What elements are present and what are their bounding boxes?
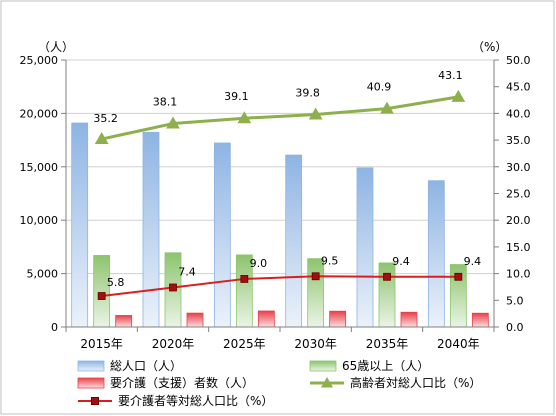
bar-series-1 — [285, 154, 303, 328]
y-right-tick-label: 0.0 — [506, 321, 524, 334]
legend-label: 総人口（人） — [110, 359, 182, 373]
y-right-tick-label: 20.0 — [506, 214, 531, 227]
legend-label: 高齢者対総人口比（%） — [350, 375, 481, 390]
data-label: 39.8 — [295, 86, 320, 99]
line-marker-triangle — [380, 101, 394, 114]
x-tick-label: 2035年 — [366, 337, 409, 351]
bar-series-2 — [307, 258, 325, 328]
line-marker-triangle — [308, 107, 323, 120]
legend-label: 要介護（支援）者数（人） — [110, 375, 254, 390]
bar-series-1 — [427, 180, 445, 328]
data-label: 43.1 — [438, 69, 463, 82]
y-right-unit-label: （%） — [472, 40, 507, 54]
y-right-tick-label: 25.0 — [506, 188, 531, 201]
y-right-tick-label: 30.0 — [506, 161, 531, 174]
y-right-tick-label: 15.0 — [506, 241, 531, 254]
x-tick-label: 2020年 — [152, 337, 195, 351]
line-marker-triangle — [451, 89, 466, 102]
bar-series-1 — [213, 142, 231, 328]
y-right-tick-label: 35.0 — [506, 134, 531, 147]
y-left-tick-label: 15,000 — [20, 161, 59, 174]
bar-series-3 — [329, 310, 347, 328]
data-label: 7.4 — [178, 265, 196, 278]
bar-series-3 — [257, 310, 275, 328]
legend-label: 要介護者等対総人口比（%） — [118, 393, 273, 408]
data-label: 35.2 — [93, 112, 118, 125]
legend-swatch-bar — [77, 377, 105, 389]
line-series-1 — [101, 95, 459, 141]
y-left-tick-label: 10,000 — [20, 214, 59, 227]
legend-label: 65歳以上（人） — [342, 359, 429, 373]
data-label: 9.4 — [464, 255, 482, 268]
y-left-unit-label: （人） — [38, 40, 74, 54]
bar-series-3 — [115, 315, 133, 328]
data-label: 9.4 — [392, 255, 410, 268]
data-label: 39.1 — [224, 90, 249, 103]
line-series-2 — [101, 275, 459, 298]
y-right-tick-label: 10.0 — [506, 268, 531, 281]
y-left-tick-label: 20,000 — [20, 107, 59, 120]
line-marker-square — [97, 292, 106, 300]
y-right-tick-label: 5.0 — [506, 294, 524, 307]
legend-swatch-bar — [77, 360, 105, 372]
line-marker-square — [240, 275, 249, 283]
line-marker-square — [169, 283, 177, 292]
data-label: 5.8 — [107, 276, 125, 289]
bar-series-1 — [142, 131, 160, 328]
y-left-tick-label: 5,000 — [27, 268, 59, 281]
legend-marker-square — [91, 397, 99, 405]
x-tick-label: 2025年 — [223, 337, 266, 351]
line-marker-triangle — [237, 111, 252, 124]
bar-series-3 — [400, 311, 418, 328]
bar-series-1 — [356, 167, 374, 328]
x-tick-label: 2040年 — [437, 337, 480, 351]
bar-series-3 — [471, 312, 489, 328]
bar-series-3 — [186, 312, 204, 328]
legend-marker-triangle — [321, 377, 333, 388]
line-marker-square — [383, 272, 391, 281]
data-label: 38.1 — [153, 96, 178, 109]
data-label: 9.5 — [321, 254, 339, 267]
bar-series-2 — [93, 255, 111, 328]
line-marker-triangle — [94, 132, 109, 145]
x-tick-label: 2030年 — [294, 337, 337, 351]
x-tick-label: 2015年 — [80, 337, 123, 351]
line-marker-square — [454, 272, 463, 281]
line-marker-square — [311, 272, 320, 281]
y-right-tick-label: 40.0 — [506, 107, 531, 120]
y-right-tick-label: 45.0 — [506, 81, 531, 94]
bar-series-2 — [378, 262, 396, 328]
line-marker-triangle — [166, 116, 180, 129]
legend-swatch-bar — [309, 360, 337, 372]
y-left-tick-label: 25,000 — [20, 54, 59, 67]
data-label: 9.0 — [250, 257, 268, 270]
data-label: 40.9 — [367, 81, 392, 94]
bar-series-1 — [71, 122, 89, 328]
y-left-tick-label: 0 — [51, 321, 58, 334]
y-right-tick-label: 50.0 — [506, 54, 531, 67]
